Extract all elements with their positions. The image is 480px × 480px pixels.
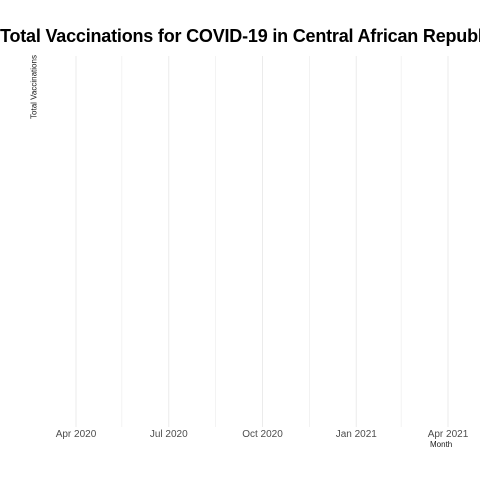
x-tick-label: Apr 2021 [428, 429, 469, 440]
x-tick-label: Apr 2020 [56, 429, 97, 440]
x-tick-label: Jul 2020 [150, 429, 188, 440]
chart-title: Total Vaccinations for COVID-19 in Centr… [0, 26, 480, 46]
x-axis-label: Month [430, 440, 453, 449]
x-tick-label: Oct 2020 [242, 429, 283, 440]
x-tick-label: Jan 2021 [336, 429, 378, 440]
